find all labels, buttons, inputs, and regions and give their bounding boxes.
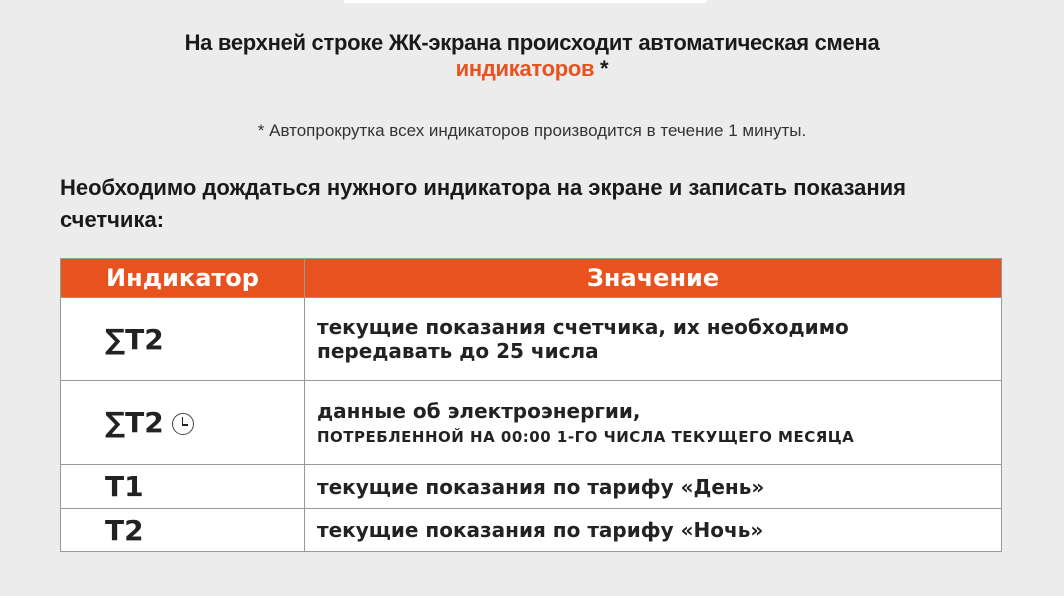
indicator-text: ∑T2 bbox=[105, 406, 164, 439]
value-cell: данные об электроэнергии, ПОТРЕБЛЕННОЙ НА… bbox=[304, 380, 1002, 465]
value-text: данные об электроэнергии, bbox=[317, 398, 641, 423]
table-header: Индикатор Значение bbox=[60, 258, 1002, 298]
table-row: T2 текущие показания по тарифу «Ночь» bbox=[60, 508, 1002, 552]
table-row: ∑T2 текущие показания счетчика, их необх… bbox=[60, 297, 1002, 381]
table-row: ∑T2 данные об электроэнергии, ПОТРЕБЛЕННО… bbox=[60, 380, 1002, 465]
value-subtext: ПОТРЕБЛЕННОЙ НА 00:00 1-ГО ЧИСЛА ТЕКУЩЕГ… bbox=[317, 427, 855, 446]
indicator-cell: T2 bbox=[60, 508, 305, 552]
value-cell: текущие показания счетчика, их необходим… bbox=[304, 297, 1002, 381]
indicator-cell: ∑T2 bbox=[60, 380, 305, 465]
table-row: T1 текущие показания по тарифу «День» bbox=[60, 464, 1002, 509]
value-cell: текущие показания по тарифу «День» bbox=[304, 464, 1002, 509]
indicator-table: Индикатор Значение ∑T2 текущие показания… bbox=[60, 258, 1002, 552]
top-white-bar bbox=[344, 0, 706, 3]
instruction-text: Необходимо дождаться нужного индикатора … bbox=[60, 175, 907, 232]
value-cell: текущие показания по тарифу «Ночь» bbox=[304, 508, 1002, 552]
footnote: * Автопрокрутка всех индикаторов произво… bbox=[257, 121, 807, 140]
indicator-cell: T1 bbox=[60, 464, 305, 509]
clock-icon bbox=[171, 413, 194, 435]
header-indicator: Индикатор bbox=[60, 258, 305, 298]
title-line: На верхней строке ЖК-экрана происходит а… bbox=[184, 30, 880, 55]
indicator-cell: ∑T2 bbox=[60, 297, 305, 381]
header-value: Значение bbox=[304, 258, 1002, 298]
title-highlight: индикаторов bbox=[455, 56, 595, 81]
page-title: На верхней строке ЖК-экрана происходит а… bbox=[0, 30, 1064, 82]
title-asterisk: * bbox=[594, 56, 609, 81]
